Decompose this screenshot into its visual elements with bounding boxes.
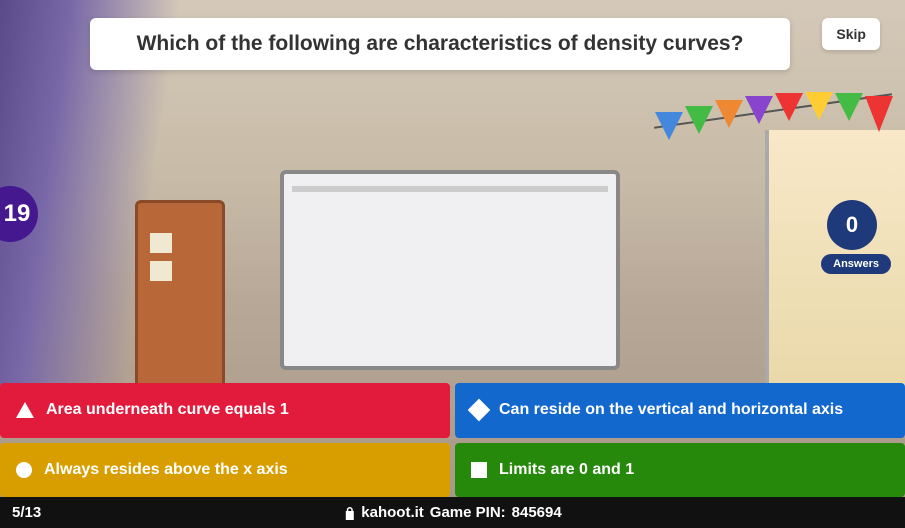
answers-count-badge: 0 <box>827 200 877 250</box>
game-pin-info: kahoot.it Game PIN: 845694 <box>343 504 561 521</box>
question-text: Which of the following are characteristi… <box>90 18 790 70</box>
bottom-bar: 5/13 kahoot.it Game PIN: 845694 <box>0 497 905 528</box>
answer-option-b[interactable]: Can reside on the vertical and horizonta… <box>455 383 905 438</box>
answer-b-text: Can reside on the vertical and horizonta… <box>499 401 843 419</box>
answer-d-text: Limits are 0 and 1 <box>499 461 634 479</box>
footer-site: kahoot.it <box>361 504 424 521</box>
lock-icon <box>343 506 355 520</box>
diamond-icon <box>468 399 491 422</box>
question-progress: 5/13 <box>12 504 41 521</box>
footer-pin-label: Game PIN: <box>430 504 506 521</box>
game-area: Which of the following are characteristi… <box>0 0 905 497</box>
classroom-projector-screen <box>280 170 620 370</box>
answer-option-d[interactable]: Limits are 0 and 1 <box>455 443 905 498</box>
triangle-icon <box>16 402 34 418</box>
answer-option-c[interactable]: Always resides above the x axis <box>0 443 450 498</box>
answer-c-text: Always resides above the x axis <box>44 461 288 479</box>
classroom-door <box>135 200 225 410</box>
answer-a-text: Area underneath curve equals 1 <box>46 401 289 419</box>
square-icon <box>471 462 487 478</box>
answer-options-grid: Area underneath curve equals 1 Can resid… <box>0 383 905 497</box>
answer-option-a[interactable]: Area underneath curve equals 1 <box>0 383 450 438</box>
skip-button[interactable]: Skip <box>822 18 880 50</box>
circle-icon <box>16 462 32 478</box>
footer-pin: 845694 <box>512 504 562 521</box>
answers-count-label: Answers <box>821 254 891 274</box>
bunting-decoration <box>645 90 905 150</box>
